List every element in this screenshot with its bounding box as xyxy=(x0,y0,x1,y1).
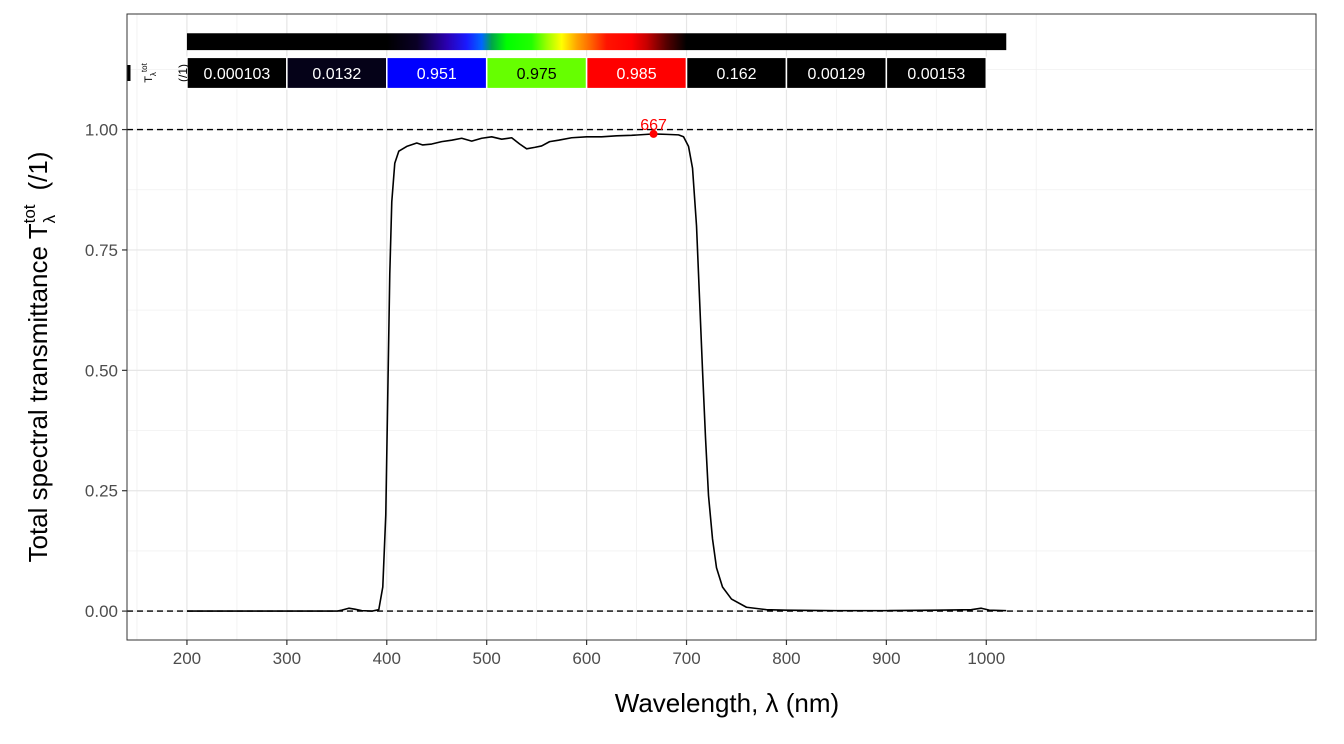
band-box xyxy=(485,56,588,90)
band-value-label: 0.00129 xyxy=(807,66,865,83)
band-value-label: 0.00153 xyxy=(907,66,965,83)
band-summary-unit: (/1) xyxy=(176,64,190,82)
y-tick-label: 1.00 xyxy=(85,121,118,140)
band-box xyxy=(585,56,688,90)
band-box xyxy=(685,56,788,90)
y-axis-title-main: Total spectral transmittance T xyxy=(23,223,53,562)
x-axis: 200 300 400 500 600 700 800 900 1000 xyxy=(173,640,1005,668)
plot-border xyxy=(126,13,1317,641)
y-axis-title-unit: (/1) xyxy=(23,151,53,190)
band-box xyxy=(186,56,288,90)
y-tick-label: 0.50 xyxy=(85,361,118,380)
x-axis-title: Wavelength, λ (nm) xyxy=(615,688,839,718)
band-summary-symbol-superscript: tot xyxy=(140,62,149,72)
peak-point xyxy=(649,129,658,138)
band-value-label: 0.162 xyxy=(716,66,756,83)
x-tick-label: 200 xyxy=(173,649,201,668)
y-axis: 0.00 0.25 0.50 0.75 1.00 xyxy=(85,121,127,621)
y-axis-title-subscript: λ xyxy=(40,214,59,223)
transmittance-line xyxy=(186,133,1007,612)
band-value-label: 0.975 xyxy=(517,66,557,83)
band-box xyxy=(286,56,388,90)
x-tick-label: 600 xyxy=(572,649,600,668)
y-tick-label: 0.25 xyxy=(85,482,118,501)
reference-lines xyxy=(127,128,1316,612)
x-tick-label: 900 xyxy=(872,649,900,668)
band-value-label: 0.000103 xyxy=(204,66,271,83)
series-layer xyxy=(186,133,1007,612)
x-tick-label: 1000 xyxy=(967,649,1005,668)
x-tick-label: 400 xyxy=(373,649,401,668)
grid-lines xyxy=(127,14,1316,640)
band-value-label: 0.985 xyxy=(617,66,657,83)
band-value-label: 0.0132 xyxy=(312,66,361,83)
y-tick-label: 0.00 xyxy=(85,602,118,621)
band-box xyxy=(386,56,488,90)
x-tick-label: 700 xyxy=(672,649,700,668)
band-summary-title: Tλtot (/1) xyxy=(127,62,190,83)
y-axis-title-superscript: tot xyxy=(20,204,39,223)
band-summary-symbol: Tλtot xyxy=(140,62,158,82)
band-summary-symbol-main: T xyxy=(143,76,155,83)
x-tick-label: 300 xyxy=(273,649,301,668)
y-tick-label: 0.75 xyxy=(85,241,118,260)
x-tick-label: 800 xyxy=(772,649,800,668)
y-axis-title: Total spectral transmittance Tλtot (/1) xyxy=(20,151,59,562)
x-tick-label: 500 xyxy=(473,649,501,668)
band-value-label: 0.951 xyxy=(417,66,457,83)
band-box xyxy=(785,56,888,90)
band-summary-symbol-subscript: λ xyxy=(149,72,158,76)
peak-annotation: 667 xyxy=(640,117,667,138)
band-box xyxy=(885,56,988,90)
band-summary: 0.000103 0.0132 0.951 0.975 0.985 0.162 0.0012… xyxy=(186,56,988,90)
spectrum-color-bar xyxy=(186,33,1007,51)
peak-label: 667 xyxy=(640,117,667,134)
plot-panel xyxy=(127,14,1316,640)
